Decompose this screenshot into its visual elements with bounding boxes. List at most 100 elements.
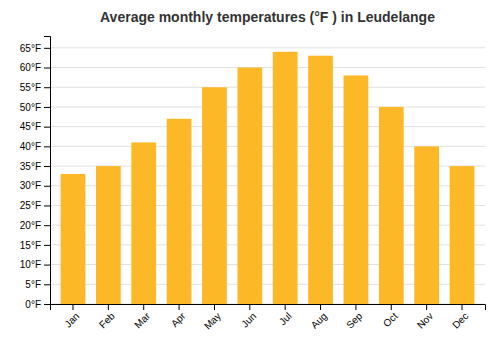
tick-label: Oct bbox=[381, 310, 400, 329]
tick-mark bbox=[44, 265, 50, 266]
x-axis: Jan Feb Mar Apr May Jun Jul Aug Sep Oct Nov Dec bbox=[51, 304, 486, 332]
tick-mark bbox=[72, 304, 73, 310]
tick-label: 55°F bbox=[20, 82, 41, 93]
tick-label: 10°F bbox=[20, 259, 41, 270]
tick: Apr bbox=[169, 304, 188, 329]
bars bbox=[61, 52, 475, 304]
tick-mark bbox=[44, 48, 50, 49]
tick: Dec bbox=[450, 304, 470, 331]
tick-label: Sep bbox=[344, 310, 365, 331]
tick-mark bbox=[44, 225, 50, 226]
bar bbox=[96, 166, 121, 304]
bar bbox=[202, 87, 227, 304]
bar bbox=[414, 146, 439, 304]
tick-mark bbox=[44, 205, 50, 206]
tick-label: 25°F bbox=[20, 200, 41, 211]
tick: 65°F bbox=[20, 43, 50, 54]
tick-mark bbox=[285, 304, 286, 310]
grid-line bbox=[50, 87, 485, 88]
bar bbox=[450, 166, 475, 304]
tick-mark bbox=[179, 304, 180, 310]
plot: 0°F 5°F 10°F 15°F 20°F 25°F 30°F 35°F 40°F 45°F 50… bbox=[20, 37, 486, 332]
y-axis: 0°F 5°F 10°F 15°F 20°F 25°F 30°F 35°F 40°F 45°F 50… bbox=[20, 37, 51, 310]
tick-label: 15°F bbox=[20, 240, 41, 251]
bar bbox=[61, 174, 86, 304]
tick: 40°F bbox=[20, 141, 50, 152]
tick-label: Jan bbox=[62, 310, 81, 329]
tick: Feb bbox=[97, 304, 117, 330]
tick-label: 60°F bbox=[20, 62, 41, 73]
tick-mark bbox=[249, 304, 250, 310]
tick-label: 30°F bbox=[20, 180, 41, 191]
axis-line bbox=[44, 37, 51, 305]
tick-mark bbox=[214, 304, 215, 310]
tick-label: 45°F bbox=[20, 121, 41, 132]
tick-label: Nov bbox=[415, 310, 435, 330]
tick-label: 5°F bbox=[25, 279, 41, 290]
tick: Sep bbox=[344, 304, 365, 331]
grid bbox=[50, 48, 485, 304]
tick: 50°F bbox=[20, 102, 50, 113]
tick-label: May bbox=[202, 310, 223, 331]
tick-label: 40°F bbox=[20, 141, 41, 152]
tick-mark bbox=[44, 186, 50, 187]
bar bbox=[237, 68, 262, 304]
tick: Jun bbox=[239, 304, 258, 330]
tick: 20°F bbox=[20, 220, 50, 231]
tick: 25°F bbox=[20, 200, 50, 211]
tick: Oct bbox=[381, 304, 400, 329]
tick-mark bbox=[44, 304, 50, 305]
tick: Mar bbox=[132, 304, 152, 330]
axis-line bbox=[51, 305, 486, 311]
tick: 55°F bbox=[20, 82, 50, 93]
tick-label: 65°F bbox=[20, 43, 41, 54]
tick-mark bbox=[44, 68, 50, 69]
tick-label: 50°F bbox=[20, 102, 41, 113]
tick-label: 35°F bbox=[20, 161, 41, 172]
tick-label: Mar bbox=[132, 310, 152, 330]
bar bbox=[344, 75, 369, 304]
tick: 10°F bbox=[20, 259, 50, 270]
tick-label: Aug bbox=[309, 310, 329, 330]
tick-mark bbox=[391, 304, 392, 310]
tick: Jan bbox=[62, 304, 81, 330]
grid-line bbox=[50, 67, 485, 68]
tick-mark bbox=[143, 304, 144, 310]
tick: 30°F bbox=[20, 180, 50, 191]
tick: Aug bbox=[309, 304, 329, 331]
grid-line bbox=[50, 106, 485, 107]
tick-mark bbox=[426, 304, 427, 310]
chart: 0°F 5°F 10°F 15°F 20°F 25°F 30°F 35°F 40°F 45°F 50… bbox=[0, 0, 500, 350]
bar bbox=[131, 142, 156, 304]
grid-line bbox=[50, 126, 485, 127]
tick: 5°F bbox=[25, 279, 50, 290]
tick-mark bbox=[44, 146, 50, 147]
tick-label: 0°F bbox=[25, 299, 41, 310]
tick: May bbox=[202, 304, 223, 332]
tick-mark bbox=[44, 166, 50, 167]
title: Average monthly temperatures (°F ) in Le… bbox=[100, 9, 435, 25]
tick: 15°F bbox=[20, 240, 50, 251]
tick-label: 20°F bbox=[20, 220, 41, 231]
tick-mark bbox=[108, 304, 109, 310]
tick: 35°F bbox=[20, 161, 50, 172]
tick-mark bbox=[44, 87, 50, 88]
tick: 45°F bbox=[20, 121, 50, 132]
bar bbox=[379, 107, 404, 304]
grid-line bbox=[50, 47, 485, 48]
tick-label: Dec bbox=[450, 310, 470, 330]
tick-mark bbox=[44, 107, 50, 108]
tick-mark bbox=[320, 304, 321, 310]
tick-label: Jul bbox=[277, 310, 294, 327]
bar bbox=[167, 119, 192, 304]
tick: Jul bbox=[277, 304, 294, 327]
tick: 60°F bbox=[20, 62, 50, 73]
tick: Nov bbox=[415, 304, 435, 331]
tick-label: Jun bbox=[239, 310, 258, 329]
tick-mark bbox=[462, 304, 463, 310]
bar bbox=[308, 56, 333, 304]
tick-mark bbox=[44, 245, 50, 246]
tick-mark bbox=[355, 304, 356, 310]
tick-mark bbox=[44, 127, 50, 128]
tick-label: Apr bbox=[169, 310, 188, 329]
